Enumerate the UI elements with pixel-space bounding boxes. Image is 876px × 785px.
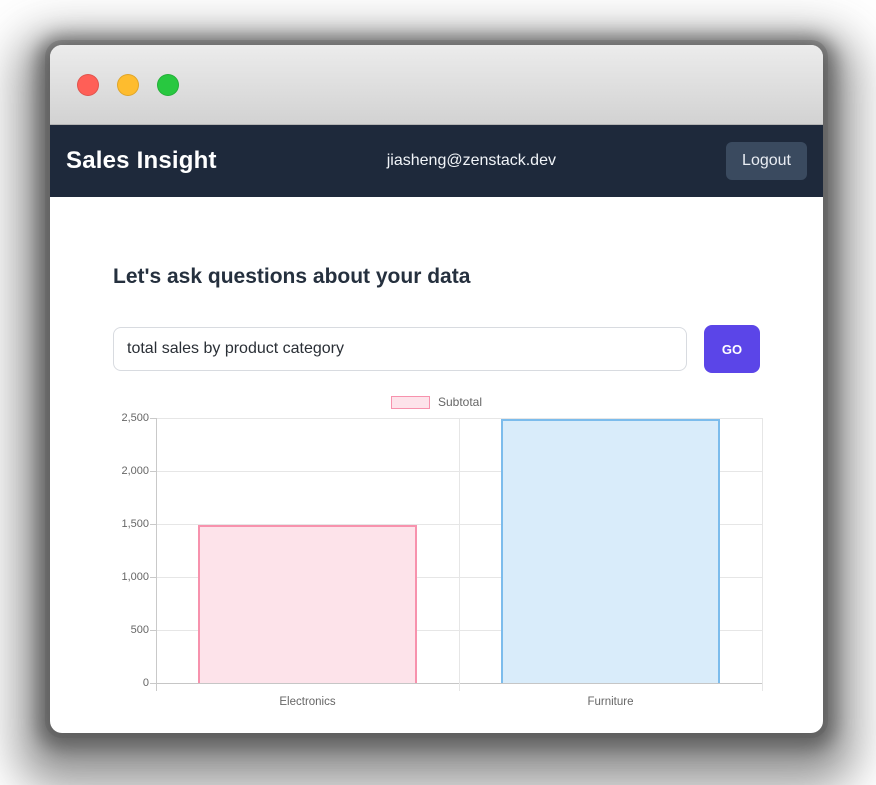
y-axis-line [156,418,157,691]
x-gridline [762,418,763,691]
app-title: Sales Insight [66,147,217,174]
user-email: jiasheng@zenstack.dev [386,152,556,169]
bar-electronics [198,525,417,683]
y-tick-mark [150,630,156,631]
y-tick-label: 1,000 [121,571,149,583]
app-window: Sales Insight jiasheng@zenstack.dev Logo… [50,45,823,733]
x-category-label: Furniture [587,696,634,708]
query-input[interactable] [113,327,687,371]
page-title: Let's ask questions about your data [113,265,471,288]
legend-swatch [390,395,430,409]
main-content: Let's ask questions about your data GO S… [50,265,823,720]
y-tick-mark [150,577,156,578]
legend-label: Subtotal [437,395,483,409]
x-category-label: Electronics [279,696,336,708]
logout-button[interactable]: Logout [726,142,807,180]
y-tick-mark [150,471,156,472]
close-window-icon[interactable] [77,73,99,96]
chart-legend[interactable]: Subtotal [113,395,760,409]
y-tick-label: 1,500 [121,518,149,530]
y-tick-label: 0 [142,677,149,689]
window-titlebar [50,45,823,125]
maximize-window-icon[interactable] [157,73,179,96]
y-tick-label: 2,500 [121,412,149,424]
y-tick-mark [150,683,156,684]
bar-furniture [501,419,720,683]
y-tick-label: 2,000 [121,465,149,477]
query-bar: GO [113,325,760,373]
app-navbar: Sales Insight jiasheng@zenstack.dev Logo… [50,125,823,197]
x-gridline [459,418,460,691]
minimize-window-icon[interactable] [117,73,139,96]
y-tick-mark [150,418,156,419]
bar-chart: Subtotal 0 500 1,000 1,500 2,000 2,500 Electro… [113,395,763,720]
y-tick-label: 500 [130,624,149,636]
y-tick-mark [150,524,156,525]
go-button[interactable]: GO [704,325,760,373]
